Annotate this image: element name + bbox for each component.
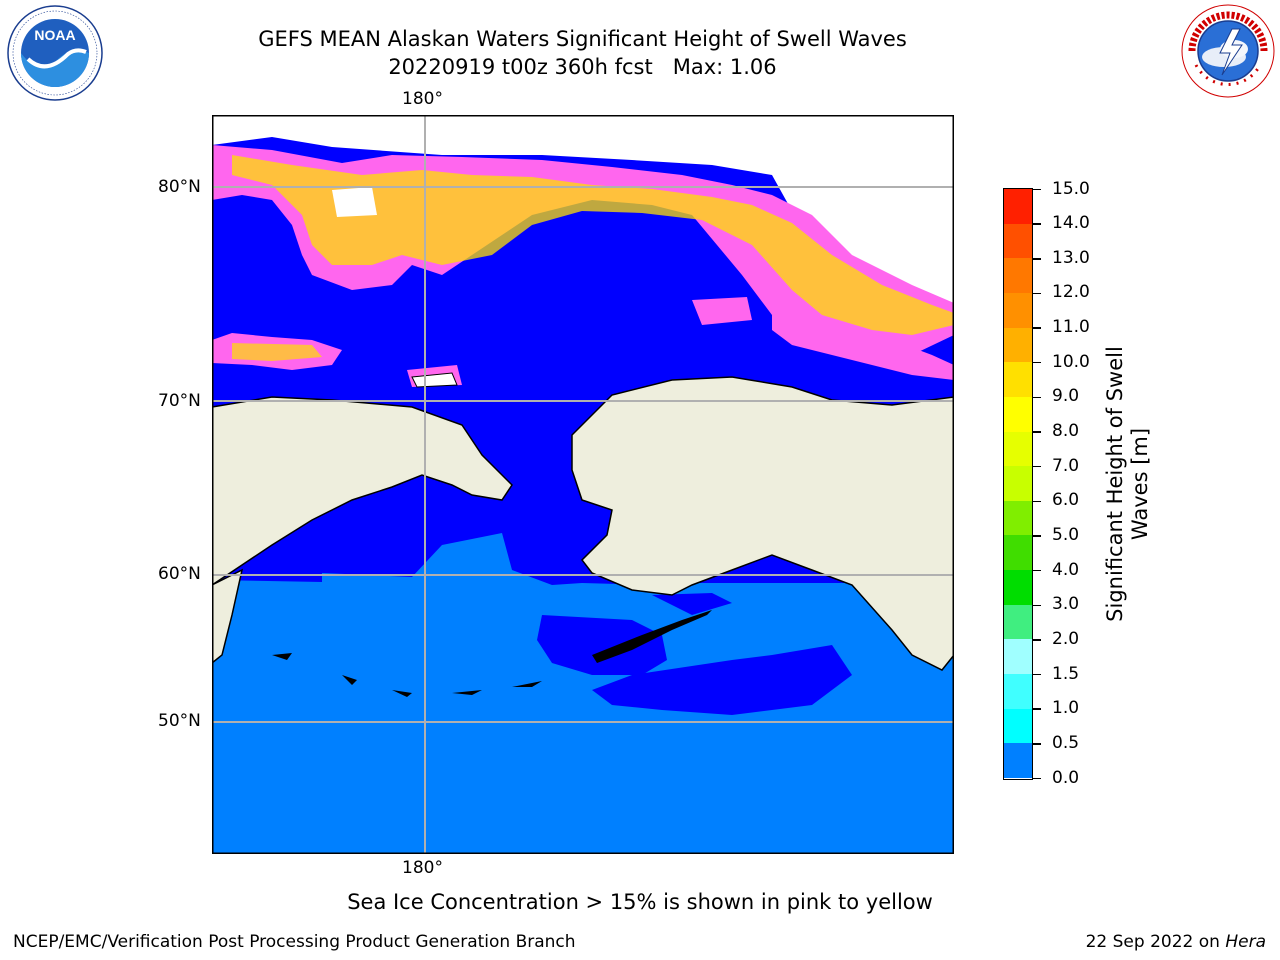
nws-logo — [1181, 4, 1275, 98]
colorbar-tick-label: 2.0 — [1052, 628, 1080, 649]
colorbar-tick — [1033, 708, 1041, 710]
colorbar-segment — [1004, 258, 1032, 294]
colorbar-title-line: Significant Height of Swell — [1103, 346, 1127, 622]
colorbar-segment — [1004, 431, 1032, 467]
noaa-logo: NOAA — [7, 5, 103, 101]
colorbar-segment — [1004, 604, 1032, 640]
lat-label: 70°N — [158, 391, 201, 411]
colorbar-segment — [1004, 327, 1032, 363]
colorbar-title-line: Waves [m] — [1128, 427, 1152, 541]
alaska-landmass — [571, 376, 955, 854]
no-data-region — [212, 115, 954, 305]
colorbar-title: Significant Height of Swell Waves [m] — [1103, 274, 1153, 694]
siberia-landmass — [211, 396, 513, 587]
colorbar-segment — [1004, 362, 1032, 398]
colorbar-segment — [1004, 223, 1032, 259]
footer-host: Hera — [1225, 932, 1266, 952]
wrangel-island — [411, 372, 458, 388]
colorbar-tick — [1033, 569, 1041, 572]
map-panel — [211, 115, 955, 854]
map-border — [212, 115, 954, 854]
colorbar-tick — [1033, 535, 1041, 537]
footer-date-text: 22 Sep 2022 on — [1085, 932, 1226, 952]
colorbar-tick-label: 11.0 — [1052, 317, 1090, 338]
colorbar-tick-label: 5.0 — [1052, 524, 1080, 545]
colorbar-tick — [1033, 361, 1041, 364]
lat-label: 80°N — [158, 177, 201, 197]
colorbar-segment — [1004, 708, 1032, 744]
colorbar-segment — [1004, 674, 1032, 710]
colorbar-tick — [1033, 673, 1041, 676]
colorbar-tick-label: 6.0 — [1052, 490, 1080, 511]
colorbar-tick — [1033, 327, 1041, 329]
footer-branch: NCEP/EMC/Verification Post Processing Pr… — [13, 932, 576, 952]
colorbar-tick — [1033, 292, 1041, 295]
colorbar-tick-label: 4.0 — [1052, 559, 1080, 580]
chart-subtitle: 20220919 t00z 360h fcst Max: 1.06 — [388, 55, 777, 79]
colorbar-segment — [1004, 396, 1032, 433]
chart-title: GEFS MEAN Alaskan Waters Significant Hei… — [258, 27, 907, 51]
lon-label-top: 180° — [402, 89, 443, 109]
colorbar-segment — [1004, 570, 1032, 606]
colorbar-tick — [1033, 639, 1041, 641]
colorbar-tick — [1033, 777, 1041, 780]
colorbar-tick — [1033, 258, 1041, 260]
caption: Sea Ice Concentration > 15% is shown in … — [347, 890, 933, 914]
colorbar-tick — [1033, 465, 1041, 468]
colorbar-tick-label: 1.0 — [1052, 698, 1080, 719]
map-svg — [211, 115, 955, 854]
colorbar-tick — [1033, 188, 1041, 191]
colorbar-segment — [1004, 466, 1032, 502]
lat-label: 50°N — [158, 711, 201, 731]
colorbar-tick-label: 7.0 — [1052, 455, 1080, 476]
colorbar-tick — [1033, 500, 1041, 503]
colorbar-segment — [1004, 500, 1032, 536]
colorbar-tick — [1033, 223, 1041, 225]
colorbar-tick-label: 13.0 — [1052, 247, 1090, 268]
colorbar-tick-label: 9.0 — [1052, 386, 1080, 407]
lat-label: 60°N — [158, 564, 201, 584]
colorbar-tick — [1033, 431, 1041, 433]
colorbar-tick-label: 14.0 — [1052, 213, 1090, 234]
colorbar-segment — [1004, 639, 1032, 675]
colorbar-tick-label: 3.0 — [1052, 594, 1080, 615]
colorbar-tick — [1033, 743, 1041, 745]
ocean-mid-layer — [212, 533, 954, 854]
colorbar-segment — [1004, 743, 1032, 779]
ocean-low-patch — [592, 645, 852, 715]
colorbar-tick — [1033, 396, 1041, 399]
colorbar-tick-label: 8.0 — [1052, 421, 1080, 442]
footer-date: 22 Sep 2022 on Hera — [1086, 932, 1266, 952]
colorbar-segment — [1004, 189, 1032, 225]
noaa-logo-text: NOAA — [34, 27, 75, 43]
colorbar-tick-label: 10.0 — [1052, 351, 1090, 372]
lon-label-bottom: 180° — [402, 858, 443, 878]
colorbar-segment — [1004, 535, 1032, 571]
colorbar-tick — [1033, 604, 1041, 606]
gridlines — [212, 115, 954, 854]
colorbar-tick-label: 12.0 — [1052, 282, 1090, 303]
ocean-low-patch — [537, 615, 667, 675]
colorbar-tick-label: 1.5 — [1052, 663, 1080, 684]
colorbar — [1003, 188, 1033, 780]
colorbar-tick-label: 0.5 — [1052, 732, 1080, 753]
sea-ice-core — [232, 155, 954, 335]
aleutian-chain — [592, 610, 712, 663]
colorbar-tick-label: 0.0 — [1052, 767, 1080, 788]
colorbar-segment — [1004, 292, 1032, 329]
colorbar-tick-label: 15.0 — [1052, 178, 1090, 199]
